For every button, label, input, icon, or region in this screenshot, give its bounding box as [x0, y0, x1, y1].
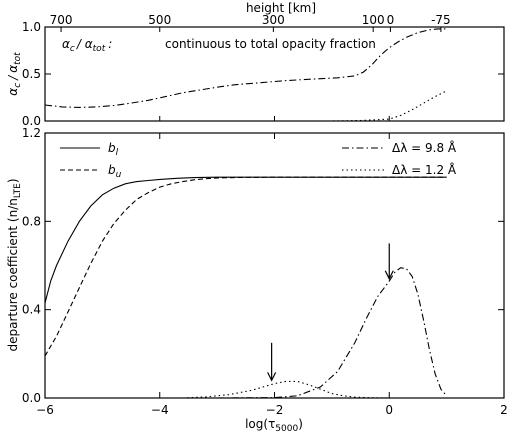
arrow-head [267, 372, 277, 382]
bottom-plot-frame [44, 132, 505, 399]
legend-left: bl bu [60, 141, 122, 180]
top-annotation: continuous to total opacity fraction [165, 37, 376, 51]
top-axis-label: height [km] [246, 1, 316, 15]
bottom-arrows [267, 243, 394, 382]
top-axis-tick-label: 700 [50, 13, 73, 27]
bottom-y-tick-label: 1.2 [22, 126, 41, 140]
legend-label-12: Δλ = 1.2 Å [392, 162, 457, 177]
bottom-series-line-dotted [182, 380, 390, 399]
top-y-axis-label: αc/αtot [6, 52, 23, 96]
top-y-tick-label: 0.5 [22, 67, 41, 81]
bottom-x-axis-label: log(τ5000) [245, 417, 303, 434]
bottom-x-tick-label: −2 [266, 403, 284, 417]
bottom-x-tick-label: 0 [385, 403, 393, 417]
legend-right: Δλ = 9.8 Å Δλ = 1.2 Å [342, 140, 457, 177]
top-axis-tick-label: 0 [387, 13, 395, 27]
top-axis-tick-label: -75 [431, 13, 451, 27]
bottom-series-line-dashed [44, 176, 447, 357]
top-annotation-symbol: αc / αtot: [62, 37, 112, 54]
top-axis-tick-label: 500 [148, 13, 171, 27]
top-axis-ticks: 700 500 300 100 0 -75 [44, 13, 505, 121]
bottom-x-tick-label: −4 [151, 403, 169, 417]
bottom-y-axis-ticks: 0.0 0.4 0.8 1.2 [22, 126, 504, 405]
bottom-y-tick-label: 0.0 [22, 391, 41, 405]
bottom-panel: −6 −4 −2 0 2 0.0 0.4 0.8 1.2 bl bu Δλ = 9.8 Å Δ… [6, 126, 508, 434]
top-panel: height [km] 700 500 300 100 0 -75 0.0 0.5 1.0 α… [6, 1, 505, 128]
bottom-x-tick-label: 2 [500, 403, 508, 417]
top-axis-tick-label: 100 [362, 13, 385, 27]
svg-text:departure coefficient (n/nLTE): departure coefficient (n/nLTE) [6, 178, 23, 351]
bottom-series [44, 176, 448, 399]
bottom-series-line-dashdot [217, 267, 448, 399]
bottom-y-tick-label: 0.8 [22, 214, 41, 228]
top-y-tick-label: 1.0 [22, 20, 41, 34]
bottom-series-line-solid [44, 176, 447, 304]
top-y-tick-label: 0.0 [22, 114, 41, 128]
bottom-x-axis-ticks: −6 −4 −2 0 2 [36, 133, 508, 417]
svg-text:αc/αtot: αc/αtot [6, 52, 23, 96]
top-plot-frame [44, 26, 505, 122]
top-series-line-dashdot [44, 28, 447, 108]
legend-label-bu: bu [108, 163, 122, 180]
legend-label-bl: bl [108, 141, 119, 158]
bottom-x-tick-label: −6 [36, 403, 54, 417]
arrow-head [384, 270, 394, 281]
bottom-y-axis-label: departure coefficient (n/nLTE) [6, 178, 23, 351]
top-axis-tick-label: 300 [262, 13, 285, 27]
bottom-y-tick-label: 0.4 [22, 303, 41, 317]
legend-label-98: Δλ = 9.8 Å [392, 140, 457, 155]
